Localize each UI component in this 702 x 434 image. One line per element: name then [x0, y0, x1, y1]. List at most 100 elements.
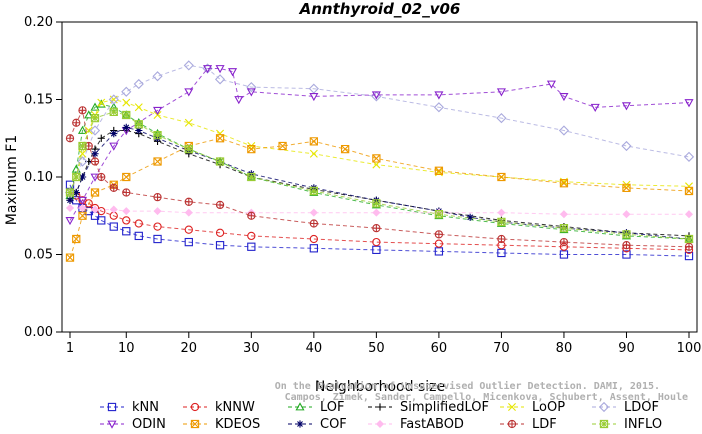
y-tick-label: 0.20 — [24, 15, 53, 30]
point-cof — [91, 150, 99, 158]
legend-item-cof: COF — [288, 417, 347, 432]
point-knn — [97, 216, 106, 225]
legend-label-kdeos: KDEOS — [215, 417, 260, 432]
point-inflo — [184, 144, 193, 154]
point-kdeos — [122, 172, 131, 182]
point-knn — [134, 231, 143, 241]
x-tick-label: 60 — [431, 341, 448, 356]
point-inflo — [372, 199, 381, 208]
legend-item-odin: ODIN — [100, 417, 166, 432]
series-lof — [65, 99, 694, 243]
point-knnw — [372, 237, 381, 247]
point-kdeos — [215, 134, 225, 143]
point-odin — [684, 99, 694, 108]
point-kdeos — [72, 234, 81, 244]
point-ldof — [89, 125, 101, 136]
point-kdeos — [153, 157, 162, 166]
point-inflo — [622, 230, 631, 239]
point-ldf — [497, 234, 506, 244]
legend-marker-cof — [296, 420, 304, 428]
point-knnw — [134, 219, 143, 228]
point-loop — [122, 98, 131, 107]
point-fastabod — [122, 207, 131, 216]
legend-item-simplifiedlof: SimplifiedLOF — [368, 400, 489, 415]
point-knnw — [184, 225, 193, 234]
x-tick-label: 70 — [493, 341, 510, 356]
legend-label-fastabod: FastABOD — [400, 417, 464, 432]
series-line-odin — [69, 68, 690, 221]
legend-item-ldof: LDOF — [592, 400, 659, 415]
point-cof — [78, 173, 87, 181]
point-fastabod — [109, 205, 118, 214]
point-ldf — [97, 172, 106, 182]
point-fastabod — [309, 208, 318, 217]
x-tick-label: 1 — [66, 341, 74, 356]
series-line-inflo — [69, 111, 690, 240]
y-axis-title: Maximum F1 — [4, 135, 20, 225]
point-loop — [97, 98, 106, 107]
plot-frame — [61, 21, 698, 333]
point-odin — [309, 92, 319, 102]
legend-label-loop: LoOP — [532, 400, 565, 415]
point-odin — [546, 80, 556, 89]
point-ldf — [684, 242, 694, 251]
legend-item-knnw: kNNW — [183, 400, 255, 415]
point-inflo — [72, 172, 81, 182]
legend-item-lof: LOF — [288, 400, 345, 415]
series-line-fastabod — [70, 207, 689, 215]
credit-line-1: Campos, Zimek, Sander, Campello, Micenko… — [285, 391, 688, 403]
point-lof — [77, 125, 88, 134]
point-knnw — [97, 206, 106, 216]
point-fastabod — [153, 207, 162, 216]
point-kdeos — [78, 211, 87, 220]
point-knnw — [309, 234, 318, 244]
series-ldf — [65, 106, 694, 251]
legend-item-loop: LoOP — [500, 400, 565, 415]
point-knn — [215, 241, 225, 250]
legend-marker-inflo — [599, 419, 609, 429]
point-knn — [247, 242, 256, 251]
point-odin — [184, 88, 194, 97]
point-odin — [234, 96, 244, 105]
legend-label-knnw: kNNW — [215, 400, 255, 415]
y-tick-label: 0.15 — [24, 93, 53, 108]
point-inflo — [153, 131, 162, 140]
series-line-ldof — [69, 64, 690, 193]
legend-marker-knnw — [190, 402, 200, 412]
y-axis: 0.00 0.05 0.10 0.15 0.20 — [24, 15, 62, 340]
y-tick-label: 0.10 — [24, 170, 53, 185]
point-ldof — [214, 74, 226, 85]
point-ldf — [309, 219, 318, 228]
point-kdeos — [247, 144, 256, 154]
point-kdeos — [65, 253, 75, 262]
point-odin — [65, 216, 75, 226]
x-tick-label: 20 — [181, 341, 198, 356]
legend-marker-kdeos — [190, 419, 200, 429]
x-tick-label: 100 — [677, 341, 702, 356]
series-odin — [65, 65, 694, 226]
point-ldf — [184, 197, 193, 206]
point-ldf — [247, 211, 256, 220]
series-line-cof — [69, 126, 690, 240]
point-cof — [72, 188, 80, 197]
point-cof — [135, 126, 143, 135]
series-line-simplifiedlof — [69, 130, 690, 237]
point-fastabod — [559, 210, 568, 219]
point-inflo — [309, 186, 318, 196]
legend-item-inflo: INFLO — [592, 417, 662, 432]
point-knnw — [153, 222, 162, 231]
point-cof — [66, 196, 74, 204]
point-ldf — [122, 188, 131, 197]
legend-label-simplifiedlof: SimplifiedLOF — [400, 400, 489, 415]
point-inflo — [109, 107, 118, 117]
point-knn — [153, 234, 162, 244]
legend-item-fastabod: FastABOD — [368, 417, 464, 432]
legend-label-ldf: LDF — [532, 417, 557, 432]
point-kdeos — [559, 179, 569, 188]
point-fastabod — [372, 208, 381, 217]
point-kdeos — [340, 144, 350, 154]
point-odin — [590, 103, 600, 112]
legend-label-knn: kNN — [132, 400, 159, 415]
point-odin — [153, 106, 163, 116]
point-loop — [184, 118, 193, 127]
